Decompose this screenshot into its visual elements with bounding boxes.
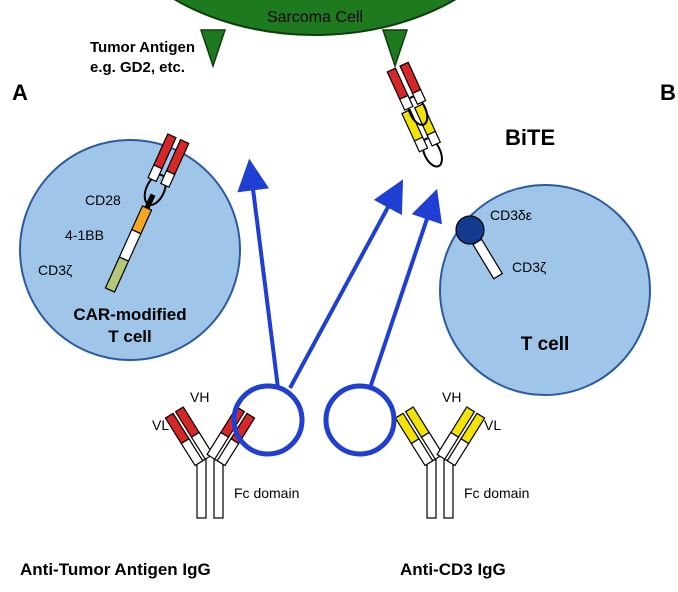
vl-right-label: VL xyxy=(484,417,501,433)
fc-bar xyxy=(214,460,223,518)
cd3de-label: CD3δε xyxy=(490,207,532,223)
car-cell-label-2: T cell xyxy=(108,327,151,346)
tumor-antigen-spike xyxy=(383,30,407,66)
igg-left-label: Anti-Tumor Antigen IgG xyxy=(20,560,211,579)
fc-bar xyxy=(444,460,453,518)
blue-arrow xyxy=(250,165,278,388)
panel-b-label: B xyxy=(660,80,676,105)
vh-right-label: VH xyxy=(442,389,461,405)
cd3z-left-label: CD3ζ xyxy=(38,262,72,278)
cd28-label: CD28 xyxy=(85,192,121,208)
bite-label: BiTE xyxy=(505,125,555,150)
vl-left-label: VL xyxy=(152,417,169,433)
fc-right-label: Fc domain xyxy=(464,485,529,501)
sarcoma-label: Sarcoma Cell xyxy=(267,9,363,26)
blue-arrow xyxy=(290,185,400,388)
igg-right-label: Anti-CD3 IgG xyxy=(400,560,506,579)
t-cell-label: T cell xyxy=(521,334,570,355)
fc-bar xyxy=(427,460,436,518)
cd3z-right-label: CD3ζ xyxy=(512,259,546,275)
tumor-antigen-label-2: e.g. GD2, etc. xyxy=(90,59,185,76)
select-circle-right xyxy=(326,386,394,454)
fc-bar xyxy=(197,460,206,518)
tumor-antigen-label-1: Tumor Antigen xyxy=(90,39,195,56)
fc-left-label: Fc domain xyxy=(234,485,299,501)
41bb-label: 4-1BB xyxy=(65,227,104,243)
car-cell-label-1: CAR-modified xyxy=(73,305,186,324)
vh-left-label: VH xyxy=(190,389,209,405)
tumor-antigen-spike xyxy=(201,30,225,66)
panel-a-label: A xyxy=(12,80,28,105)
